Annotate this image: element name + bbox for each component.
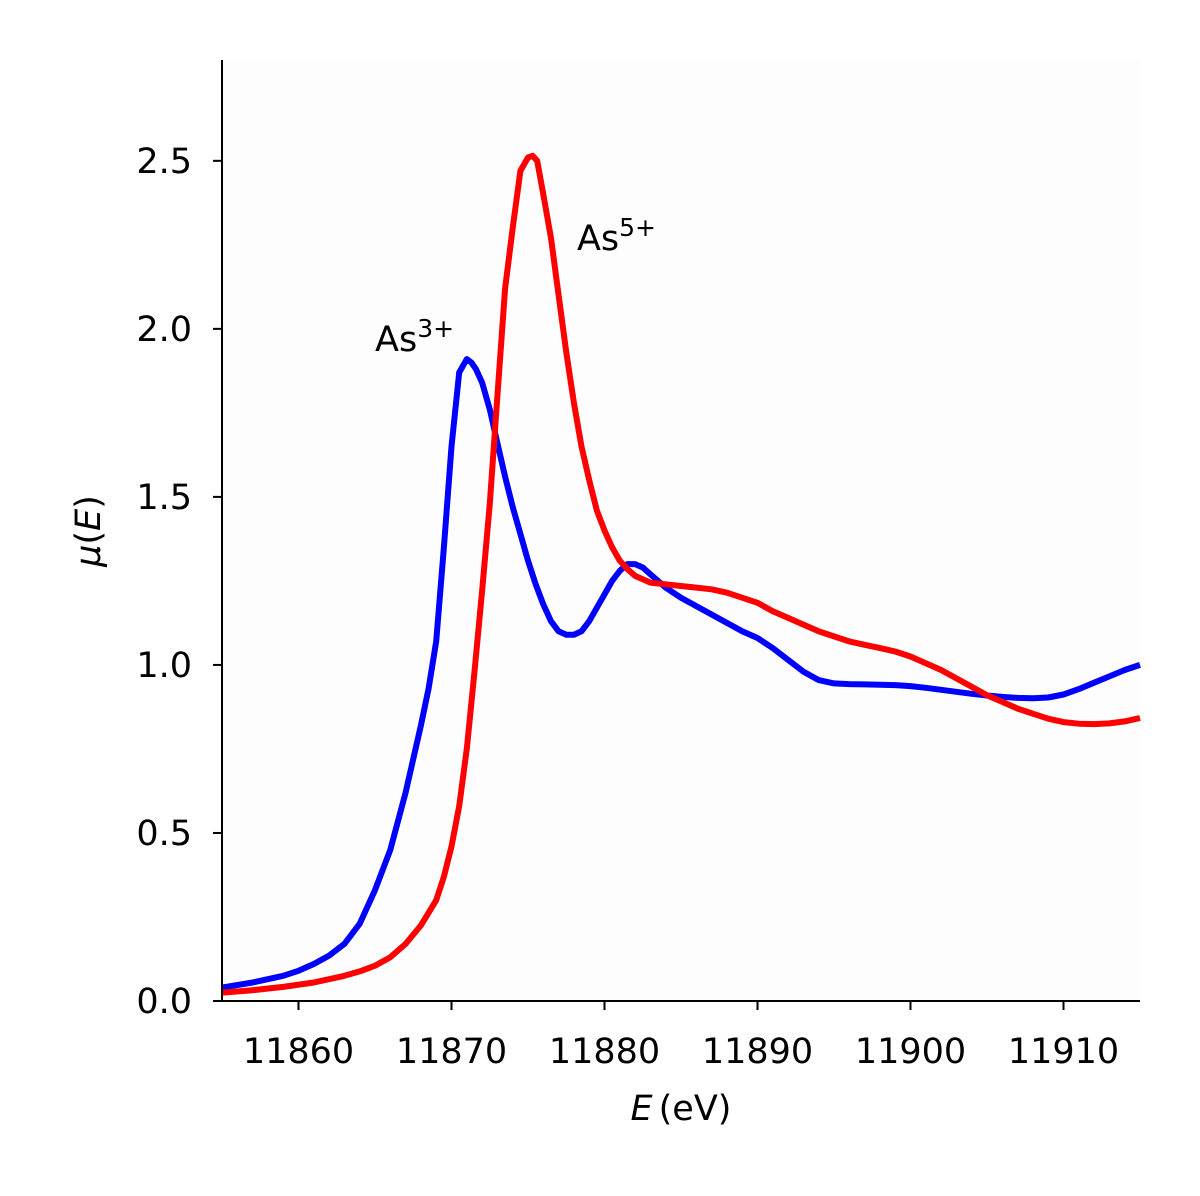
y-tick-label: 0.5 [136,814,192,854]
y-axis-label: μ(E) [69,495,109,568]
annotation-label: As3+ [375,314,454,360]
y-tick-label: 2.5 [136,142,192,182]
annotation-base: As [375,320,417,360]
y-tick-label: 0.0 [136,982,192,1022]
x-axis-label-unit: (eV) [659,1089,732,1129]
x-tick-label: 11900 [855,1032,966,1072]
y-axis-label-close-paren: ) [69,495,109,509]
annotation-base: As [577,219,619,259]
x-axis-label-symbol: E [631,1089,654,1129]
series-layer [221,152,1141,996]
series-line-2 [221,152,1141,996]
series-line-1 [221,356,1141,991]
x-tick-label: 11890 [702,1032,813,1072]
y-tick-label: 2.0 [136,310,192,350]
x-axis-label: E (eV) [631,1089,732,1129]
y-tick-label: 1.5 [136,478,192,518]
plot-area-background [222,60,1140,1001]
y-axis-label-symbol: μ [69,545,109,568]
y-axis-label-open-paren: ( [69,531,109,545]
x-tick-label: 11880 [549,1032,660,1072]
annotations: As3+As5+ [375,213,656,360]
x-tick-label: 11860 [243,1032,354,1072]
annotation-label: As5+ [577,213,656,259]
y-tick-label: 1.0 [136,646,192,686]
y-ticks: 0.0 0.5 1.0 1.5 2.0 2.5 [136,142,222,1022]
x-tick-label: 11870 [396,1032,507,1072]
annotation-superscript: 3+ [417,314,454,343]
y-axis-label-arg: E [69,508,109,531]
annotation-superscript: 5+ [619,213,656,242]
x-ticks: 11860 11870 11880 11890 11900 11910 [243,1001,1119,1072]
x-tick-label: 11910 [1008,1032,1119,1072]
